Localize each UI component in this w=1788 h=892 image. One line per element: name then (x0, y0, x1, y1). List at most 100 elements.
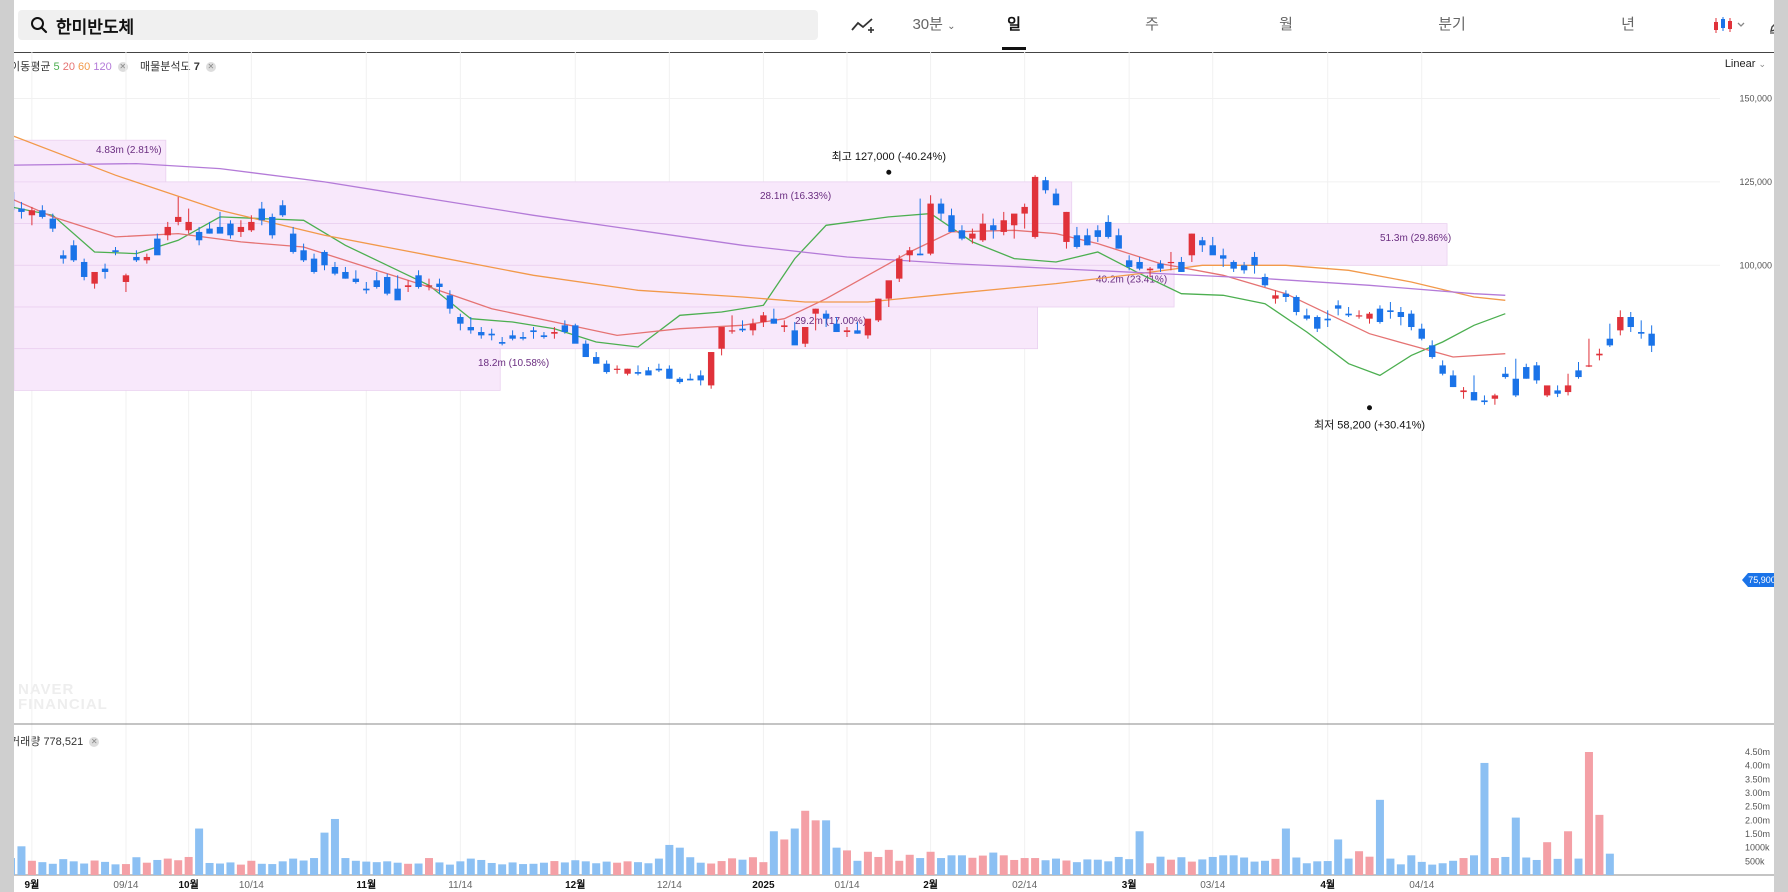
ma-legend-120: 120 (93, 61, 112, 73)
x-tick-label: 01/14 (834, 880, 859, 891)
candle-body (1575, 370, 1582, 378)
scale-selector[interactable]: Linear ⌄ (1725, 58, 1766, 70)
candle-body (1272, 295, 1279, 299)
candle-body (112, 250, 119, 252)
ma-legend-60: 60 (78, 61, 91, 73)
low-annotation: 최저 58,200 (+30.41%) (1314, 419, 1425, 432)
candle-body (91, 271, 98, 284)
close-icon[interactable]: ✕ (117, 62, 128, 73)
volume-bar (174, 860, 183, 875)
candle-body (1199, 240, 1206, 246)
volume-bar (69, 861, 78, 875)
volume-bar (372, 862, 381, 875)
candle-body (446, 295, 454, 309)
candle-body (436, 283, 443, 287)
candle-body (1230, 261, 1237, 269)
candle-body (1429, 345, 1436, 358)
tab-day[interactable]: 일 (1002, 0, 1026, 50)
interval-select[interactable]: 30분 ⌄ (904, 0, 964, 50)
volume-bar (978, 855, 987, 875)
volume-bar (957, 855, 966, 875)
volume-bar (1605, 853, 1614, 875)
candle-body (896, 258, 903, 279)
volume-bar (1177, 857, 1186, 875)
volume-bar (153, 859, 162, 875)
volume-tick-label: 500k (1745, 856, 1765, 866)
candle-body (812, 308, 819, 314)
candle-body (1397, 312, 1405, 318)
tab-month[interactable]: 월 (1279, 16, 1293, 33)
volume-bar (822, 820, 831, 875)
close-icon[interactable]: ✕ (89, 737, 100, 748)
volume-bar (498, 864, 507, 875)
volume-bar (675, 847, 684, 875)
candle-body (666, 368, 673, 379)
close-icon[interactable]: ✕ (205, 62, 216, 73)
candle-body (760, 315, 767, 323)
line-add-icon[interactable] (850, 16, 876, 36)
volume-bar (132, 857, 141, 875)
volume-tick-label: 4.50m (1745, 747, 1770, 757)
candle-body (1220, 255, 1227, 259)
candle-body (519, 337, 527, 339)
stock-search-box[interactable]: 한미반도체 (18, 10, 818, 40)
volume-bar (592, 863, 601, 875)
volume-profile-label: 4.83m (2.81%) (96, 145, 162, 156)
tab-year[interactable]: 년 (1621, 16, 1635, 33)
volume-bar (1532, 859, 1541, 875)
volume-bar (1365, 856, 1374, 875)
candle-body (1523, 367, 1530, 379)
candle-body (342, 271, 349, 279)
candle-body (1188, 233, 1196, 256)
candle-body (707, 352, 715, 386)
candle-body (70, 245, 77, 261)
volume-bar (383, 861, 392, 875)
volume-bar (1334, 839, 1343, 875)
volume-bar (1031, 858, 1040, 875)
volume-bar (1480, 762, 1489, 875)
candle-body (802, 327, 809, 344)
search-query: 한미반도체 (56, 17, 135, 37)
volume-bar (1386, 858, 1395, 875)
volume-bar (968, 857, 977, 875)
volume-bar (644, 863, 653, 875)
candle-body (1491, 395, 1499, 399)
candle-body (822, 313, 830, 319)
volume-bar (1375, 799, 1384, 875)
volume-profile-bar (14, 348, 501, 391)
x-tick-label: 10월 (178, 879, 198, 891)
volume-bar (790, 828, 799, 875)
volume-bar (780, 839, 789, 875)
vp-legend-label: 매물분석도 (140, 61, 191, 73)
volume-profile-label: 18.2m (10.58%) (478, 358, 549, 369)
candle-body (1240, 265, 1248, 271)
candle-body (864, 318, 872, 336)
x-tick-label: 11월 (356, 879, 376, 891)
candle-body (509, 335, 516, 339)
volume-profile-label: 29.2m (17.00%) (795, 316, 866, 327)
chevron-down-icon: ⌄ (1758, 59, 1766, 69)
candle-body (1073, 235, 1081, 247)
candle-type-icon[interactable] (1712, 16, 1748, 34)
tab-quarter[interactable]: 분기 (1438, 16, 1466, 33)
volume-bar (613, 862, 622, 875)
candle-body (540, 335, 548, 338)
pencil-icon[interactable] (1768, 16, 1774, 34)
volume-bar (278, 861, 287, 875)
ma20-line (14, 199, 1506, 358)
tab-week[interactable]: 주 (1145, 16, 1159, 33)
candlestick-chart[interactable]: 4.83m (2.81%) 28.1m (16.33%) 51.3m (29.86%… (14, 52, 1774, 892)
candle-body (1324, 318, 1331, 321)
volume-bar (529, 863, 538, 875)
candle-body (990, 225, 997, 231)
candle-body (770, 318, 778, 324)
volume-bar (1417, 861, 1426, 875)
volume-bar (1355, 851, 1364, 875)
candle-body (363, 288, 370, 291)
volume-bar (623, 861, 632, 875)
volume-bar (1344, 858, 1353, 875)
volume-profile-label: 40.2m (23.41%) (1096, 274, 1167, 285)
candle-body (80, 261, 88, 277)
volume-bar (477, 859, 486, 875)
volume-bar (801, 810, 810, 875)
